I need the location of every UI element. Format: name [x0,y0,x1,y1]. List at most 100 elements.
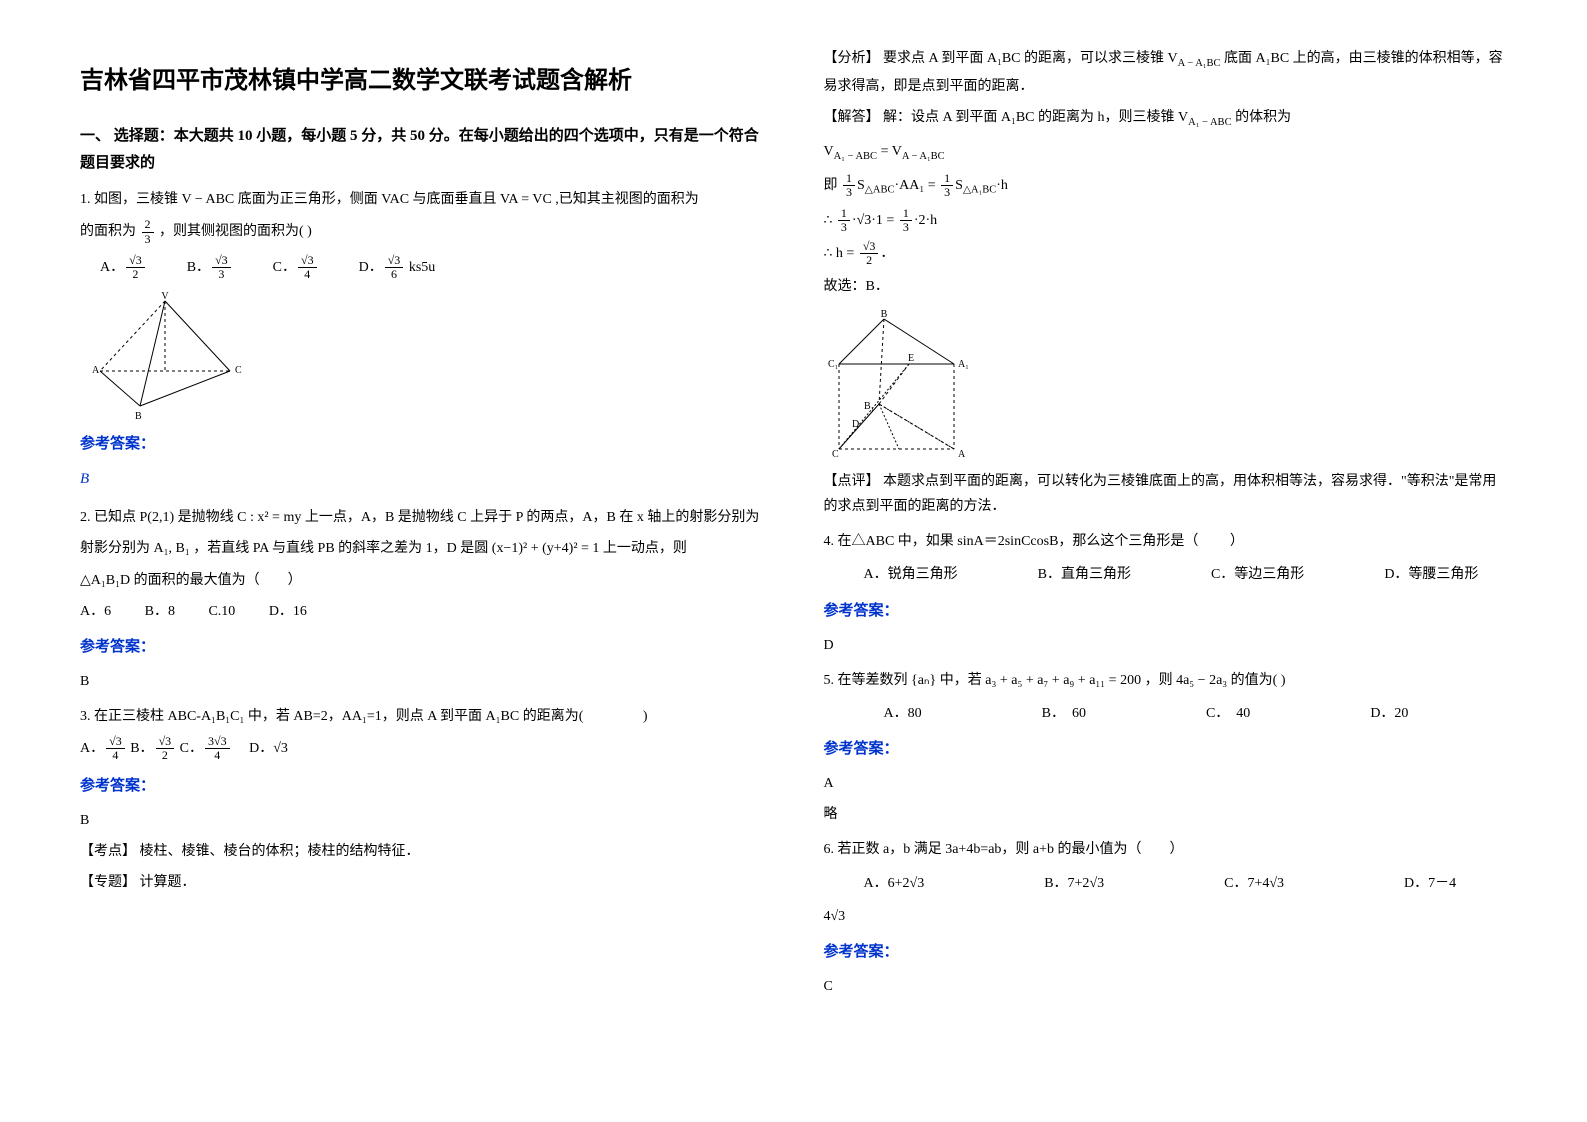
q1-answer: B [80,466,764,493]
q5-opt-c: C． 40 [1206,701,1250,726]
q2-text-pre: 2. 已知点 [80,510,140,525]
q6-opt-b: B．7+2 [1044,876,1089,891]
q2-tri: △A₁B₁D [80,573,130,588]
q6-opt-a: A．6+2 [864,876,910,891]
question-3: 3. 在正三棱柱 ABC‐A₁B₁C₁ 中，若 AB=2，AA₁=1，则点 A … [80,704,764,763]
q3-diagram: B C₁ A₁ E B₁ D C A [824,309,984,459]
q6-opt-d: D．7－4 [1404,876,1456,891]
q2-text-tail: 的面积的最大值为（ ） [134,573,302,588]
q3-opt-b: B． [130,741,153,756]
q3-analysis2-label: 【分析】 [824,51,880,66]
svg-text:C: C [235,365,242,376]
q3-answer: B [80,808,764,833]
q2-answer: B [80,669,764,694]
q2-opt-c: C.10 [208,604,235,619]
q3-conclusion: 故选：B． [824,274,1508,299]
q1-formula-1: V − ABC [182,192,235,207]
q3-analysis-label: 【考点】 [80,844,136,859]
q1-formula-2: VAC [381,192,409,207]
q4-text: 4. 在△ABC 中，如果 sinA＝2sinCcosB，那么这个三角形是（ ） [824,529,1508,554]
question-5: 5. 在等差数列 {aₙ} 中，若 a₃ + a₅ + a₇ + a₉ + a₁… [824,668,1508,726]
q4-opt-c: C．等边三角形 [1211,562,1304,587]
section-heading: 一、 选择题：本大题共 10 小题，每小题 5 分，共 50 分。在每小题给出的… [80,123,764,177]
q3-eq4: ∴ h = √32． [824,240,1508,267]
q1-text-tail: ，则其侧视图的面积为( ) [159,224,312,239]
left-column: 吉林省四平市茂林镇中学高二数学文联考试题含解析 一、 选择题：本大题共 10 小… [80,40,764,1005]
q3-eq1: VA₁ − ABC = VA − A₁BC [824,139,1508,167]
q2-text-mid2: 上一点，A，B 是抛物线 C 上异于 P 的两点，A，B 在 x 轴上的射影分别… [305,510,760,525]
svg-text:B₁: B₁ [864,401,874,412]
q6-opt-c: C．7+4 [1224,876,1269,891]
q3-solve-label: 【解答】 [824,110,880,125]
q3-eq3: ∴ 13·√3·1 = 13·2·h [824,207,1508,234]
q5-text-pre: 5. 在等差数列 [824,673,912,688]
q4-opt-d: D．等腰三角形 [1384,562,1478,587]
q2-text-mid1: 是抛物线 [178,510,238,525]
question-2: 2. 已知点 P(2,1) 是抛物线 C : x² = my 上一点，A，B 是… [80,505,764,624]
q3-answer-label: 参考答案： [80,773,764,800]
q5-answer-label: 参考答案： [824,736,1508,763]
q5-text-tail: 的值为( ) [1231,673,1286,688]
q3-opt-a: A． [80,741,104,756]
q2-C: C : x² = my [237,510,301,525]
svg-text:A: A [958,449,966,459]
q4-answer-label: 参考答案： [824,598,1508,625]
q3-review-text: 本题求点到平面的距离，可以转化为三棱锥底面上的高，用体积相等法，容易求得．"等积… [824,474,1497,514]
q6-answer-label: 参考答案： [824,939,1508,966]
q2-P: P(2,1) [140,510,175,525]
q3-solve-pre: 解：设点 A 到平面 A₁BC 的距离为 h，则三棱锥 [883,110,1178,125]
q6-text: 6. 若正数 a，b 满足 3a+4b=ab，则 a+b 的最小值为（ ） [824,837,1508,862]
q5-note: 略 [824,802,1508,827]
q1-diagram: V A C B [80,291,250,421]
q4-answer: D [824,633,1508,658]
q3-analysis-text: 棱柱、棱锥、棱台的体积；棱柱的结构特征． [140,844,420,859]
svg-text:D: D [852,419,859,430]
q3-review-label: 【点评】 [824,474,880,489]
q5-opt-d: D．20 [1370,701,1408,726]
page-title: 吉林省四平市茂林镇中学高二数学文联考试题含解析 [80,60,764,103]
q5-text-mid1: 中，若 [940,673,986,688]
q3-analysis2-pre: 要求点 A 到平面 A₁BC 的距离，可以求三棱锥 [883,51,1168,66]
q1-opt-b: B． [187,260,210,275]
q1-opt-a: A． [100,260,124,275]
svg-text:C₁: C₁ [828,359,838,370]
q3-topic-label: 【专题】 [80,875,136,890]
svg-text:B: B [135,411,142,421]
question-1: 1. 如图，三棱锥 V − ABC 底面为正三角形，侧面 VAC 与底面垂直且 … [80,187,764,421]
q4-options: A．锐角三角形 B．直角三角形 C．等边三角形 D．等腰三角形 [864,562,1508,587]
svg-text:C: C [832,449,839,459]
q1-text-mid2: 与底面垂直且 [413,192,501,207]
q5-text-mid2: ，则 [1145,673,1177,688]
right-column: 【分析】 要求点 A 到平面 A₁BC 的距离，可以求三棱锥 VA − A₁BC… [824,40,1508,1005]
q1-options: A．√32 B．√33 C．√34 D．√36 ks5u [100,254,764,281]
q1-answer-label: 参考答案： [80,431,764,458]
q5-cond: a₃ + a₅ + a₇ + a₉ + a₁₁ = 200 [985,673,1141,688]
q3-eq2: 即 13S△ABC·AA₁ = 13S△A₁BC·h [824,172,1508,201]
q1-tail: ks5u [405,260,435,275]
question-4: 4. 在△ABC 中，如果 sinA＝2sinCcosB，那么这个三角形是（ ）… [824,529,1508,587]
svg-text:B: B [880,309,887,320]
q3-solve-post: 的体积为 [1235,110,1291,125]
q6-options: A．6+2√3 B．7+2√3 C．7+4√3 D．7－4 [864,871,1508,896]
q5-answer: A [824,771,1508,796]
svg-text:V: V [161,291,169,302]
q1-opt-d: D． [359,260,383,275]
q1-opt-c: C． [273,260,296,275]
q4-opt-b: B．直角三角形 [1038,562,1131,587]
svg-text:A₁: A₁ [958,359,969,370]
q6-answer: C [824,974,1508,999]
q5-opt-b: B． 60 [1042,701,1086,726]
q2-text-mid4: 上一动点，则 [603,541,687,556]
q1-text-mid3: ,已知其主视图的面积为 [555,192,699,207]
q2-text-mid3: ，若直线 PA 与直线 PB 的斜率之差为 1，D 是圆 [193,541,492,556]
q2-A1B1: A₁, B₁ [154,541,190,556]
q1-formula-3: VA = VC [500,192,552,207]
question-6: 6. 若正数 a，b 满足 3a+4b=ab，则 a+b 的最小值为（ ） A．… [824,837,1508,929]
svg-text:E: E [908,353,914,364]
q2-opt-a: A．6 [80,604,111,619]
q5-target: 4a₅ − 2a₃ [1176,673,1227,688]
q2-circle: (x−1)² + (y+4)² = 1 [492,541,600,556]
q5-seq: {aₙ} [911,673,936,688]
q3-topic-text: 计算题． [140,875,196,890]
q2-opt-d: D．16 [269,604,307,619]
